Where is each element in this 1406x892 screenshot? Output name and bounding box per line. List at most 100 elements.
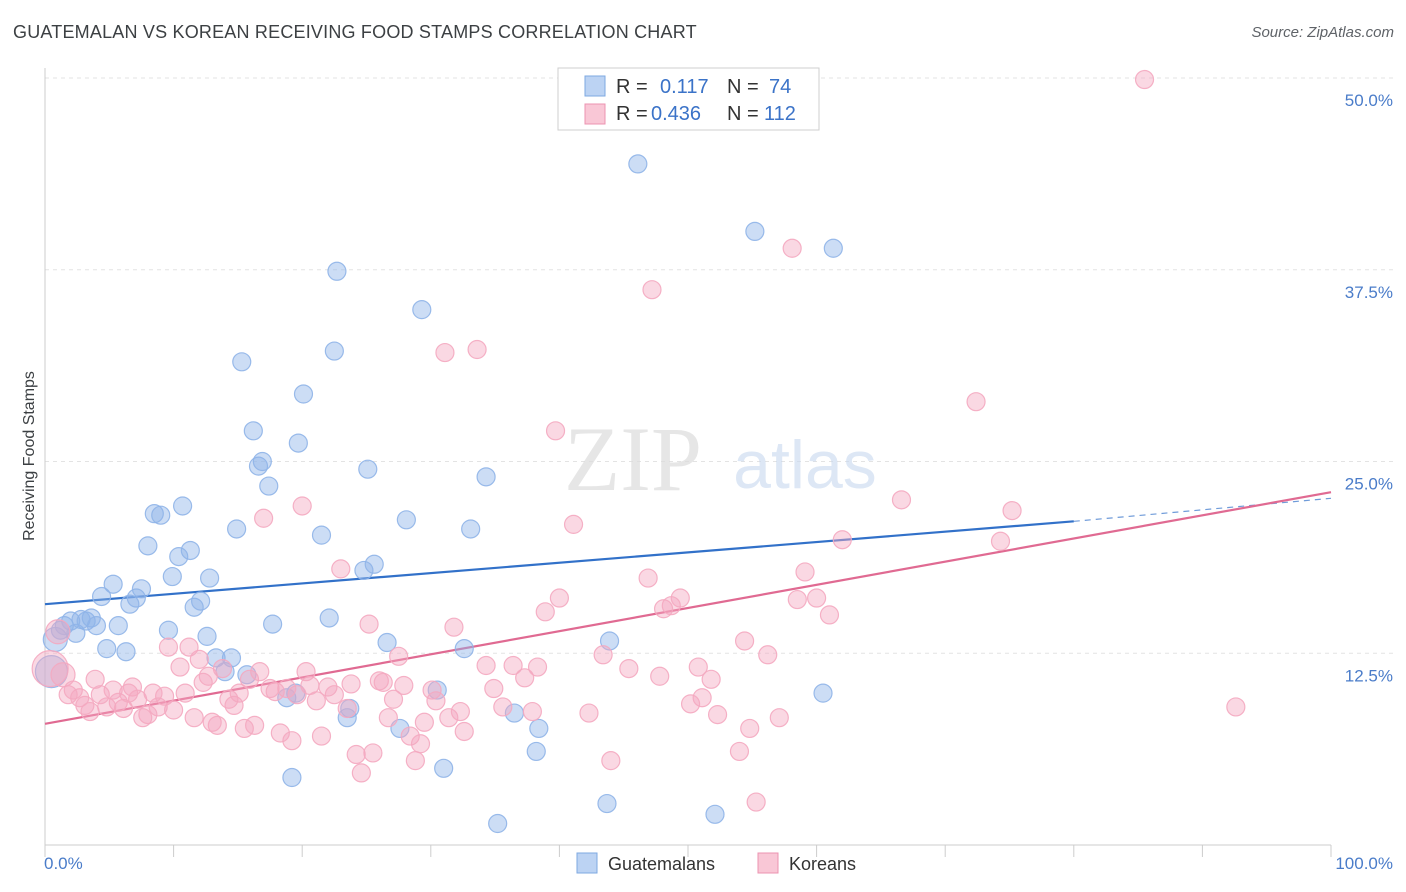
bottom-legend: Guatemalans Koreans [576, 852, 856, 874]
point-korean [202, 712, 222, 732]
point-guatemalan [108, 616, 128, 636]
point-korean [270, 723, 290, 743]
point-guatemalan [227, 519, 247, 539]
bottom-legend-label-guatemalans: Guatemalans [608, 854, 715, 874]
point-korean [359, 614, 379, 634]
point-korean [670, 588, 690, 608]
point-korean [405, 751, 425, 771]
point-guatemalan [259, 476, 279, 496]
point-korean [383, 689, 404, 709]
point-korean [642, 280, 662, 300]
point-korean [758, 645, 778, 665]
point-korean [63, 680, 83, 700]
point-korean [680, 694, 701, 714]
point-guatemalan [151, 505, 171, 525]
point-korean [1134, 69, 1155, 90]
point-guatemalan [745, 221, 765, 241]
point-guatemalan [76, 611, 96, 631]
point-korean [782, 238, 802, 258]
point-korean [324, 685, 344, 705]
point-guatemalan [61, 611, 81, 631]
point-korean [254, 508, 274, 528]
top-legend: R = 0.117 N = 74 R = 0.436 N = 112 [557, 67, 820, 131]
point-korean [414, 712, 434, 732]
point-guatemalan [126, 588, 146, 608]
point-guatemalan [396, 510, 416, 530]
point-guatemalan [288, 433, 308, 453]
point-guatemalan [358, 459, 378, 479]
point-guatemalan [529, 718, 549, 739]
bottom-legend-swatch-koreans [757, 852, 779, 874]
point-korean [311, 726, 332, 746]
point-korean [189, 649, 209, 669]
point-guatemalan [138, 536, 158, 556]
y-tick-label: 50.0% [1345, 91, 1393, 110]
y-tick-label: 12.5% [1345, 666, 1393, 685]
point-guatemalan [434, 758, 454, 778]
point-korean [363, 743, 383, 763]
point-korean [239, 669, 260, 689]
point-korean [133, 708, 153, 728]
point-korean [426, 691, 446, 711]
point-guatemalan [116, 642, 136, 662]
point-korean [819, 605, 840, 625]
point-korean [306, 691, 326, 711]
point-korean [250, 662, 270, 682]
point-korean [212, 658, 233, 679]
point-korean [282, 731, 302, 751]
point-guatemalan [144, 504, 164, 524]
point-korean [545, 421, 566, 441]
point-korean [435, 342, 455, 363]
point-korean [154, 686, 175, 706]
point-guatemalan [169, 547, 189, 567]
point-korean [97, 697, 117, 717]
point-guatemalan [232, 352, 252, 372]
point-korean [193, 672, 213, 692]
point-korean [158, 637, 179, 657]
point-guatemalan [197, 626, 217, 646]
point-korean [148, 697, 168, 717]
point-guatemalan [461, 519, 481, 539]
point-korean [439, 708, 459, 728]
point-korean [400, 726, 420, 746]
legend-r-label-1: R = [616, 76, 648, 98]
legend-n-label-2: N = [727, 103, 759, 125]
point-guatemalan [364, 554, 384, 574]
point-guatemalan [311, 525, 332, 545]
point-korean [184, 708, 204, 728]
point-korean [746, 792, 766, 812]
point-korean [90, 685, 110, 705]
point-korean [729, 741, 750, 762]
point-korean [45, 619, 71, 645]
x-tick-label-min: 0.0% [44, 854, 83, 873]
point-guatemalan [324, 341, 344, 361]
point-korean [245, 715, 265, 735]
point-guatemalan [813, 683, 833, 703]
point-korean [527, 657, 548, 677]
point-korean [549, 588, 570, 608]
point-korean [170, 657, 190, 677]
point-korean [535, 602, 555, 622]
point-guatemalan [191, 591, 211, 611]
point-korean [179, 637, 199, 657]
trendline-koreans [44, 491, 1332, 725]
point-korean [260, 678, 280, 699]
point-korean [638, 568, 658, 588]
point-guatemalan [327, 261, 347, 281]
trend-layer [44, 491, 1332, 725]
point-korean [891, 490, 912, 510]
point-korean [341, 674, 361, 694]
point-korean [795, 562, 815, 582]
y-tick-label: 37.5% [1345, 283, 1393, 302]
point-korean [85, 669, 105, 689]
point-guatemalan [103, 574, 123, 594]
point-korean [75, 695, 95, 716]
point-korean [563, 514, 584, 534]
y-tick-label: 25.0% [1345, 475, 1393, 494]
point-korean [422, 680, 442, 700]
point-guatemalan [488, 813, 508, 834]
point-korean [1226, 697, 1246, 717]
point-korean [450, 701, 470, 722]
point-guatemalan [252, 451, 272, 472]
